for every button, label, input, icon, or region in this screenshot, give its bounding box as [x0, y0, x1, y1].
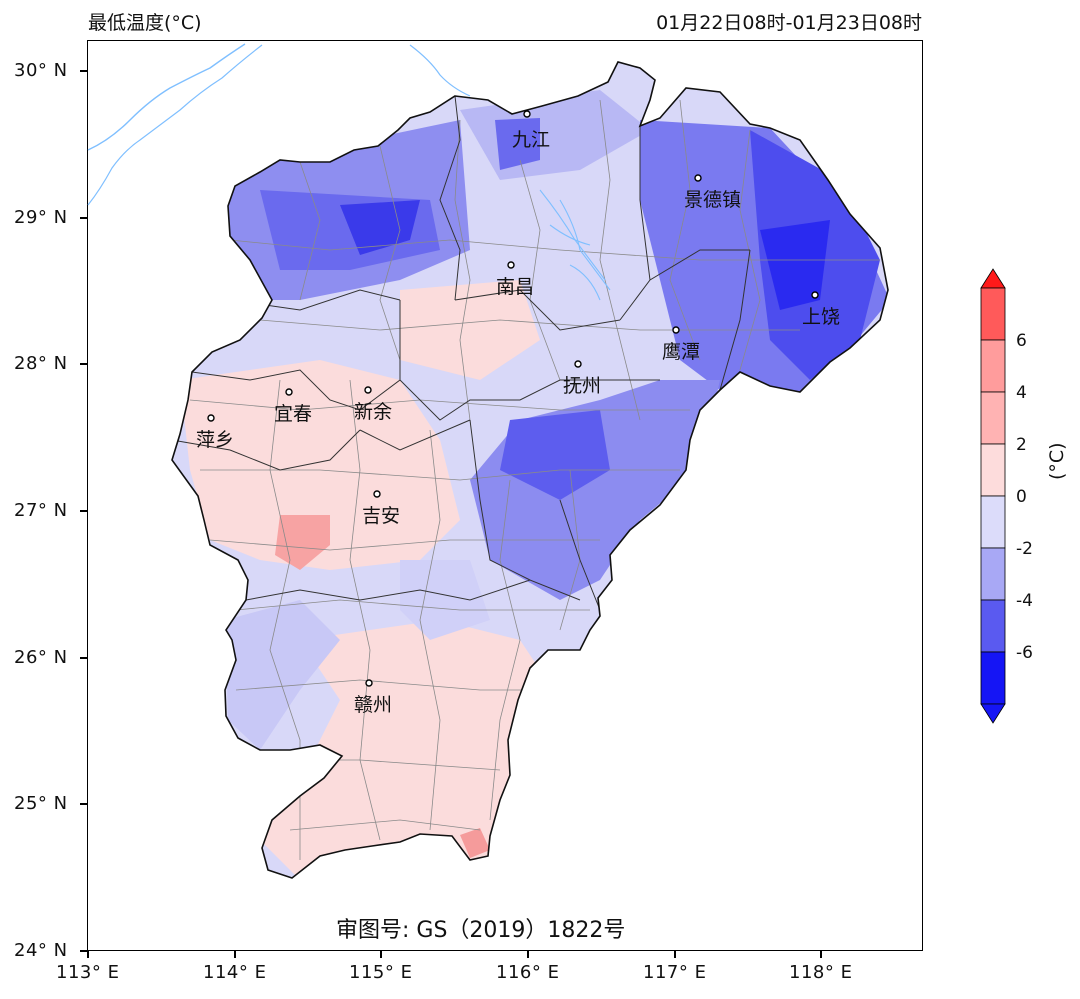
- city-marker-fuzhou: [574, 360, 582, 368]
- colorbar-extend-low: [980, 703, 1006, 724]
- map-title: 最低温度(°C): [88, 12, 202, 34]
- tick-mark: [380, 951, 382, 958]
- city-marker-yichun: [285, 388, 293, 396]
- map-review-number: 审图号: GS（2019）1822号: [336, 918, 626, 943]
- colorbar-label-0: 0: [1016, 487, 1027, 507]
- lon-tick-116: 116° E: [496, 962, 560, 983]
- colorbar-label-m2: -2: [1016, 539, 1033, 559]
- tick-mark: [527, 951, 529, 958]
- lat-tick-28: 28° N: [14, 353, 68, 374]
- lat-tick-27: 27° N: [14, 500, 68, 521]
- colorbar-label-4: 4: [1016, 383, 1027, 403]
- city-label-jian: 吉安: [362, 505, 400, 527]
- city-markers: 九江 景德镇 南昌 上饶 鹰潭 抚州 宜春 新余 萍乡 吉安 赣州: [196, 110, 840, 716]
- lat-tick-26: 26° N: [14, 647, 68, 668]
- colorbar-segment: [980, 651, 1006, 705]
- colorbar-extend-high: [980, 268, 1006, 289]
- tick-mark: [80, 803, 87, 805]
- colorbar-segment: [980, 391, 1006, 445]
- lon-tick-113: 113° E: [56, 962, 120, 983]
- colorbar-label-m4: -4: [1016, 591, 1033, 611]
- lat-tick-24: 24° N: [14, 940, 68, 961]
- city-label-nanchang: 南昌: [496, 276, 534, 298]
- colorbar-segment: [980, 443, 1006, 497]
- city-label-ganzhou: 赣州: [354, 694, 392, 716]
- tick-mark: [674, 951, 676, 958]
- lon-tick-115: 115° E: [349, 962, 413, 983]
- lat-tick-25: 25° N: [14, 793, 68, 814]
- city-label-shangrao: 上饶: [802, 306, 840, 328]
- city-label-jingdezhen: 景德镇: [684, 189, 741, 211]
- tick-mark: [820, 951, 822, 958]
- colorbar-segment: [980, 495, 1006, 549]
- tick-mark: [80, 950, 87, 952]
- colorbar-segment: [980, 547, 1006, 601]
- colorbar-unit: (°C): [1046, 442, 1068, 480]
- colorbar-segment: [980, 599, 1006, 653]
- tick-mark: [80, 657, 87, 659]
- city-label-yichun: 宜春: [274, 403, 312, 425]
- city-marker-xinyu: [364, 386, 372, 394]
- colorbar: [980, 268, 1006, 724]
- city-marker-shangrao: [811, 291, 819, 299]
- city-marker-yingtan: [672, 326, 680, 334]
- colorbar-label-6: 6: [1016, 331, 1027, 351]
- city-label-fuzhou: 抚州: [563, 375, 601, 397]
- tick-mark: [80, 363, 87, 365]
- city-label-yingtan: 鹰潭: [662, 341, 700, 363]
- tick-mark: [87, 951, 89, 958]
- tick-mark: [234, 951, 236, 958]
- city-marker-pingxiang: [207, 414, 215, 422]
- lat-tick-30: 30° N: [14, 60, 68, 81]
- city-marker-jiujiang: [523, 110, 531, 118]
- colorbar-segment: [980, 339, 1006, 393]
- tick-mark: [80, 510, 87, 512]
- tick-mark: [80, 70, 87, 72]
- city-marker-jingdezhen: [694, 174, 702, 182]
- map-frame: [87, 40, 923, 951]
- lon-tick-118: 118° E: [789, 962, 853, 983]
- map-period: 01月22日08时-01月23日08时: [656, 12, 922, 34]
- city-marker-ganzhou: [365, 679, 373, 687]
- lon-tick-114: 114° E: [203, 962, 267, 983]
- tick-mark: [80, 217, 87, 219]
- province-outline: [171, 61, 889, 879]
- lon-tick-117: 117° E: [643, 962, 707, 983]
- city-marker-jian: [373, 490, 381, 498]
- colorbar-segment: [980, 287, 1006, 341]
- city-marker-nanchang: [507, 261, 515, 269]
- city-label-jiujiang: 九江: [512, 129, 550, 151]
- city-label-pingxiang: 萍乡: [196, 429, 234, 451]
- colorbar-label-m6: -6: [1016, 643, 1033, 663]
- city-label-xinyu: 新余: [354, 401, 392, 423]
- colorbar-label-2: 2: [1016, 435, 1027, 455]
- lat-tick-29: 29° N: [14, 207, 68, 228]
